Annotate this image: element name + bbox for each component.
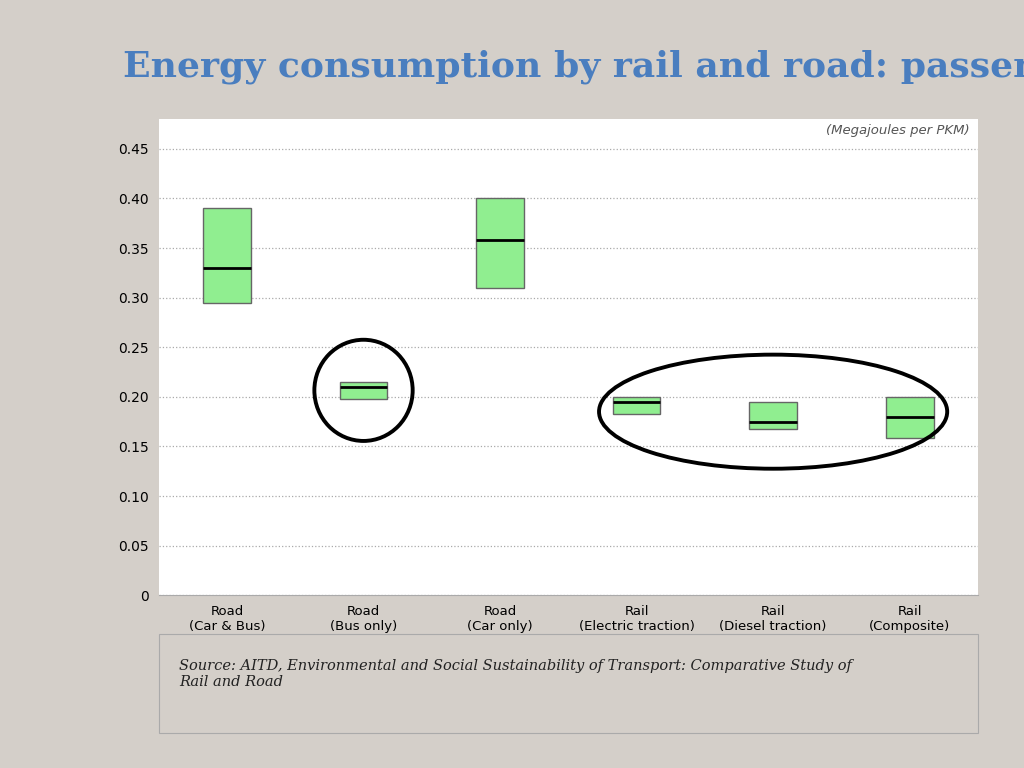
Bar [476,198,524,288]
Bar [750,402,797,429]
Text: Source: AITD, Environmental and Social Sustainability of Transport: Comparative : Source: AITD, Environmental and Social S… [179,659,852,689]
Text: Energy consumption by rail and road: passenger: Energy consumption by rail and road: pas… [123,50,1024,84]
Bar [886,397,934,439]
Text: (Megajoules per PKM): (Megajoules per PKM) [826,124,970,137]
Bar [612,397,660,414]
Bar [340,382,387,399]
Bar [203,208,251,303]
